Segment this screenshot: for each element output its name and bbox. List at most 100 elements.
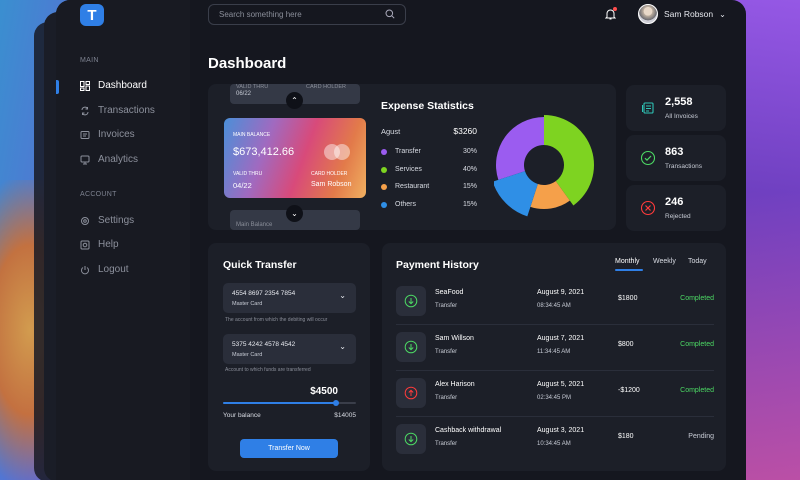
payment-amount: $180 <box>618 433 634 440</box>
sidebar-section-main: MAIN <box>80 57 99 64</box>
sidebar-item-label: Transactions <box>98 105 155 116</box>
sidebar-item-settings[interactable]: Settings <box>80 215 134 226</box>
table-row[interactable]: SeaFood Transfer August 9, 2021 08:34:45… <box>396 280 714 322</box>
payment-history-title: Payment History <box>396 259 479 271</box>
chevron-down-icon: ⌄ <box>339 342 346 351</box>
donut-slice-restaurant[interactable] <box>530 181 570 209</box>
expense-month-row: Agust $3260 <box>381 126 477 136</box>
chevron-up-icon: ⌃ <box>291 96 298 105</box>
stat-label: Transactions <box>665 163 702 170</box>
row-divider <box>396 324 714 325</box>
card-prev-button[interactable]: ⌃ <box>286 92 303 109</box>
card-balance-label: MAIN BALANCE <box>233 132 271 138</box>
expense-donut-chart <box>494 115 594 217</box>
tab-today[interactable]: Today <box>688 258 707 265</box>
payment-amount: $800 <box>618 341 634 348</box>
table-row[interactable]: Cashback withdrawal Transfer August 3, 2… <box>396 418 714 460</box>
payment-type: Transfer <box>435 395 458 401</box>
row-divider <box>396 416 714 417</box>
payment-time: 10:34:45 AM <box>537 441 571 447</box>
payment-type: Transfer <box>435 441 458 447</box>
stat-rejected[interactable]: 246 Rejected <box>626 185 726 231</box>
user-menu[interactable]: Sam Robson ⌄ <box>638 4 726 24</box>
to-account-select[interactable]: 5375 4242 4578 4542 Master Card ⌄ <box>223 334 356 364</box>
tab-monthly[interactable]: Monthly <box>615 258 640 265</box>
power-icon <box>80 265 90 275</box>
transactions-icon <box>80 106 90 116</box>
notification-dot <box>613 7 617 11</box>
slider-fill <box>223 402 337 404</box>
donut-slice-services[interactable] <box>544 115 594 206</box>
search-input[interactable] <box>219 10 369 19</box>
avatar <box>638 4 658 24</box>
payment-name: Sam Willson <box>435 335 474 342</box>
sidebar: T MAIN Dashboard Transactions Invoices A… <box>56 0 190 480</box>
sidebar-item-label: Analytics <box>98 154 139 165</box>
ghost-label: VALID THRU <box>236 84 269 90</box>
expense-total: $3260 <box>453 126 477 136</box>
stat-invoices[interactable]: 2,558 All Invoices <box>626 85 726 131</box>
table-row[interactable]: Sam Willson Transfer August 7, 2021 11:3… <box>396 326 714 368</box>
card-valid-label: VALID THRU <box>233 171 263 177</box>
legend-dot <box>381 201 387 208</box>
from-account-select[interactable]: 4554 8697 2354 7854 Master Card ⌄ <box>223 283 356 313</box>
page-title: Dashboard <box>208 55 287 72</box>
status-badge: Pending <box>688 433 714 440</box>
search-bar <box>208 4 406 25</box>
sidebar-item-invoices[interactable]: Invoices <box>80 129 135 140</box>
legend-label: Transfer <box>395 148 421 155</box>
app-window: T MAIN Dashboard Transactions Invoices A… <box>56 0 746 480</box>
dashboard-icon <box>80 80 90 91</box>
account-number: 5375 4242 4578 4542 <box>232 341 296 348</box>
search-icon[interactable] <box>385 6 395 24</box>
credit-card[interactable]: MAIN BALANCE $673,412.66 VALID THRU 04/2… <box>224 118 366 198</box>
tab-weekly[interactable]: Weekly <box>653 258 676 265</box>
bell-icon[interactable] <box>604 7 617 25</box>
payment-time: 02:34:45 PM <box>537 395 572 401</box>
sidebar-item-label: Invoices <box>98 129 135 140</box>
payment-name: SeaFood <box>435 289 464 296</box>
invoice-icon <box>640 100 656 116</box>
sidebar-item-dashboard[interactable]: Dashboard <box>80 80 147 91</box>
legend-label: Others <box>395 201 417 208</box>
legend-dot <box>381 166 387 173</box>
arrow-down-circle-icon <box>396 424 426 454</box>
table-row[interactable]: Alex Harison Transfer August 5, 2021 02:… <box>396 372 714 414</box>
payment-history-panel <box>382 243 726 471</box>
payment-amount: $1800 <box>618 295 638 302</box>
card-next-button[interactable]: ⌄ <box>286 205 303 222</box>
payment-date: August 3, 2021 <box>537 427 585 434</box>
check-circle-icon <box>640 150 656 166</box>
account-number: 4554 8697 2354 7854 <box>232 290 296 297</box>
app-logo[interactable]: T <box>80 4 104 26</box>
to-account-note: Account to which funds are transferred <box>225 367 311 373</box>
ghost-label: Main Balance <box>236 222 273 228</box>
sidebar-item-analytics[interactable]: Analytics <box>80 154 138 165</box>
legend-dot <box>381 183 387 190</box>
payment-time: 11:34:45 AM <box>537 349 571 355</box>
donut-slice-transfer[interactable] <box>496 117 544 180</box>
account-type: Master Card <box>232 352 263 358</box>
legend-item: Transfer 30% <box>381 148 477 155</box>
expense-month: Agust <box>381 126 401 136</box>
payment-date: August 5, 2021 <box>537 381 585 388</box>
donut-slice-others[interactable] <box>494 171 538 217</box>
active-tab-underline <box>615 269 643 271</box>
balance-label: Your balance <box>223 412 261 419</box>
payment-name: Alex Harison <box>435 381 475 388</box>
sidebar-item-logout[interactable]: Logout <box>80 264 129 275</box>
legend-pct: 30% <box>462 148 477 155</box>
legend-item: Others 15% <box>381 201 477 208</box>
stat-transactions[interactable]: 863 Transactions <box>626 135 726 181</box>
analytics-icon <box>80 155 90 165</box>
slider-handle[interactable] <box>333 400 340 406</box>
legend-pct: 40% <box>462 166 477 173</box>
amount-slider[interactable] <box>223 400 356 406</box>
sidebar-item-help[interactable]: Help <box>80 239 119 250</box>
sidebar-item-transactions[interactable]: Transactions <box>80 105 155 116</box>
status-badge: Completed <box>680 341 714 348</box>
status-badge: Completed <box>680 295 714 302</box>
transfer-now-button[interactable]: Transfer Now <box>240 439 338 458</box>
legend-item: Services 40% <box>381 166 477 173</box>
stat-label: Rejected <box>665 213 691 220</box>
